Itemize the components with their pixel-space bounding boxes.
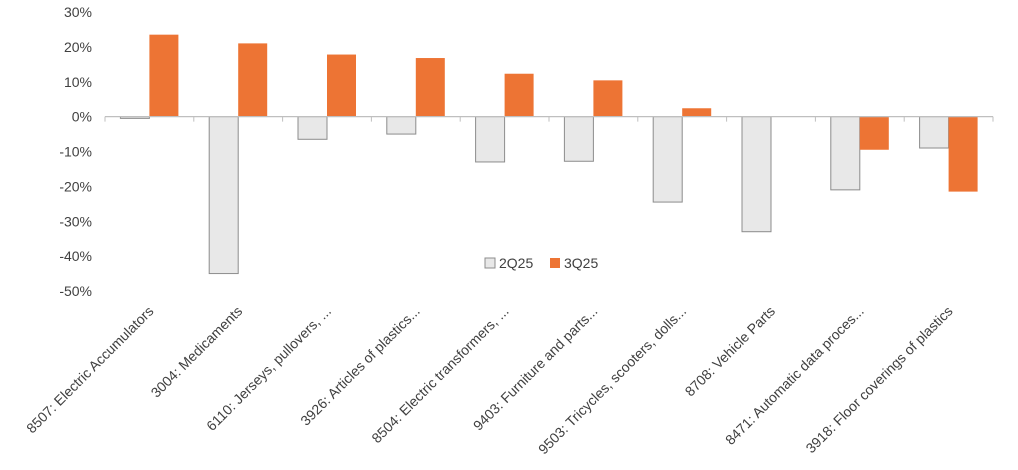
bar-3q25 [682,108,712,117]
y-tick-label: -10% [59,144,92,160]
legend-swatch-3q25 [550,258,560,268]
bar-2q25 [386,116,417,135]
category-label: 8471: Automatic data proces... [722,303,867,448]
bar-2q25 [563,116,594,162]
bar-3q25 [238,43,268,117]
y-tick-label: 20% [64,39,92,55]
bars [119,34,978,275]
y-tick-label: 30% [64,4,92,20]
y-tick-label: -50% [59,283,92,299]
bar-2q25 [741,116,772,233]
y-tick-label: 0% [72,109,92,125]
bar-2q25 [830,116,861,191]
category-label: 8708: Vehicle Parts [682,303,779,400]
bar-2q25 [297,116,328,140]
bar-3q25 [948,116,978,192]
category-label: 8507: Electric Accumulators [23,303,156,436]
legend: 2Q25 3Q25 [484,255,598,271]
category-label: 9503: Tricycles, scooters, dolls... [535,303,689,457]
y-tick-label: 10% [64,74,92,90]
y-tick-label: -40% [59,248,92,264]
bar-3q25 [327,54,356,117]
legend-swatch-2q25 [484,257,496,269]
bar-3q25 [504,73,534,117]
legend-label-3q25: 3Q25 [564,255,598,271]
y-tick-label: -20% [59,178,92,194]
bar-3q25 [859,116,889,150]
bar-3q25 [149,34,179,117]
zero-line [104,116,994,122]
y-axis: 30% 20% 10% 0% -10% -20% -30% -40% -50% [59,4,92,299]
category-label: 3918: Floor coverings of plastics [802,303,955,456]
bar-2q25 [475,116,506,163]
legend-label-2q25: 2Q25 [499,255,533,271]
bar-2q25 [919,116,950,149]
bar-2q25 [208,116,239,275]
bar-3q25 [415,58,445,117]
bar-3q25 [593,80,623,117]
y-tick-label: -30% [59,213,92,229]
category-label: 3004: Medicaments [148,303,246,401]
bar-2q25 [652,116,683,203]
